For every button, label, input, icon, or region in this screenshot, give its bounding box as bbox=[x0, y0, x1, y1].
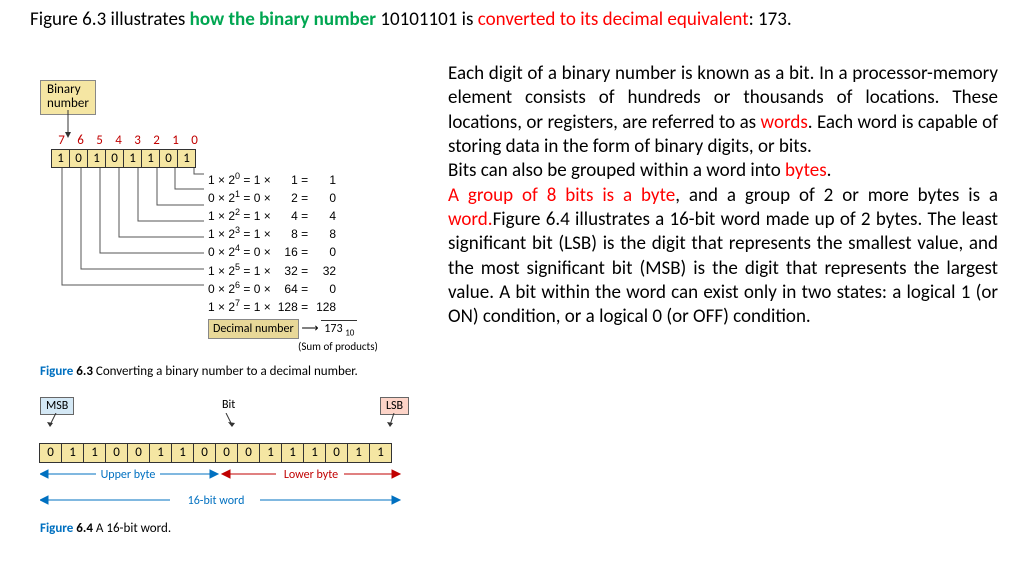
word-bit: 0 bbox=[39, 443, 62, 463]
bit-cell: 1 bbox=[141, 149, 160, 168]
bit-cell: 1 bbox=[177, 149, 196, 168]
figure-6-3: Binary number 76543210 1 0 1 0 1 1 0 1 bbox=[40, 80, 440, 379]
word-arrow: 16-bit word bbox=[40, 490, 410, 510]
header-green: how the binary number bbox=[190, 8, 376, 31]
lower-byte-label: Lower byte bbox=[284, 468, 338, 482]
calc-row: 0 × 26 = 0 × 64 =0 bbox=[208, 279, 440, 297]
calc-row: 0 × 21 = 0 × 2 =0 bbox=[208, 188, 440, 206]
keyword-byte-group: A group of 8 bits is a byte bbox=[448, 184, 675, 207]
header-mid: 10101101 is bbox=[376, 8, 478, 31]
sum-value: 173 10 bbox=[321, 320, 357, 340]
bit-cell: 0 bbox=[159, 149, 178, 168]
word-bits-row: 0 1 1 0 0 1 1 0 0 0 1 1 1 0 1 1 bbox=[40, 443, 440, 463]
keyword-bytes: bytes bbox=[785, 159, 827, 182]
calc-row: 1 × 23 = 1 × 8 =8 bbox=[208, 224, 440, 242]
word-bit: 0 bbox=[237, 443, 260, 463]
calc-row: 1 × 20 = 1 × 1 =1 bbox=[208, 170, 440, 188]
label-arrows bbox=[40, 413, 420, 427]
header-red: converted to its decimal equivalent bbox=[478, 8, 749, 31]
word-bit: 0 bbox=[105, 443, 128, 463]
word-bit: 1 bbox=[347, 443, 370, 463]
word-bit: 1 bbox=[61, 443, 84, 463]
bit-positions-row: 76543210 bbox=[52, 133, 440, 148]
bit-pos-2: 2 bbox=[147, 133, 166, 148]
header-pre: Figure 6.3 illustrates bbox=[30, 8, 190, 31]
bit-pos-0: 0 bbox=[185, 133, 204, 148]
figure-6-4-caption: Figure 6.4 A 16-bit word. bbox=[40, 521, 440, 536]
word-bit: 0 bbox=[215, 443, 238, 463]
bit-pos-5: 5 bbox=[90, 133, 109, 148]
bit-cell: 1 bbox=[51, 149, 70, 168]
calc-row: 1 × 25 = 1 × 32 =32 bbox=[208, 261, 440, 279]
figure-6-3-caption: Figure 6.3 Converting a binary number to… bbox=[40, 364, 440, 379]
binary-number-label: Binary number bbox=[40, 80, 96, 115]
word-bit: 0 bbox=[325, 443, 348, 463]
word-bit: 1 bbox=[259, 443, 282, 463]
bit-pos-6: 6 bbox=[71, 133, 90, 148]
word-bit: 1 bbox=[369, 443, 392, 463]
header-text: Figure 6.3 illustrates how the binary nu… bbox=[0, 0, 1024, 33]
bit-cell: 0 bbox=[105, 149, 124, 168]
bit-label: Bit bbox=[218, 397, 239, 413]
word-bit: 0 bbox=[193, 443, 216, 463]
keyword-word: word. bbox=[448, 208, 493, 231]
figures-column: Binary number 76543210 1 0 1 0 1 1 0 1 bbox=[40, 80, 440, 536]
bit-cell: 1 bbox=[123, 149, 142, 168]
decimal-number-label: Decimal number bbox=[208, 319, 299, 339]
calculation-lines: 1 × 20 = 1 × 1 =1 0 × 21 = 0 × 2 =0 1 × … bbox=[208, 170, 440, 355]
byte-arrows: Upper byte Lower byte bbox=[40, 463, 410, 485]
figure-6-4: MSB Bit LSB 0 1 1 0 0 1 1 0 0 0 1 1 1 0 bbox=[40, 397, 440, 536]
bit-pos-3: 3 bbox=[128, 133, 147, 148]
calc-row: 1 × 22 = 1 × 4 =4 bbox=[208, 206, 440, 224]
bit-cell: 1 bbox=[87, 149, 106, 168]
calc-row: 0 × 24 = 0 × 16 =0 bbox=[208, 242, 440, 260]
bit-pos-4: 4 bbox=[109, 133, 128, 148]
calc-row: 1 × 27 = 1 × 128 =128 bbox=[208, 297, 440, 315]
bit-connectors bbox=[52, 168, 232, 328]
word-bit: 1 bbox=[303, 443, 326, 463]
bit-cell: 0 bbox=[69, 149, 88, 168]
bit-pos-7: 7 bbox=[52, 133, 71, 148]
body-text: Each digit of a binary number is known a… bbox=[448, 62, 998, 329]
header-post: : 173. bbox=[749, 8, 792, 31]
sum-note: (Sum of products) bbox=[298, 340, 440, 355]
word-bit: 1 bbox=[281, 443, 304, 463]
word-span-label: 16-bit word bbox=[188, 494, 245, 508]
upper-byte-label: Upper byte bbox=[101, 468, 156, 482]
keyword-words: words bbox=[761, 111, 808, 134]
word-bit: 1 bbox=[83, 443, 106, 463]
word-bit: 1 bbox=[171, 443, 194, 463]
binary-bits-row: 1 0 1 0 1 1 0 1 bbox=[52, 149, 440, 168]
bit-pos-1: 1 bbox=[166, 133, 185, 148]
word-bit: 1 bbox=[149, 443, 172, 463]
word-bit: 0 bbox=[127, 443, 150, 463]
